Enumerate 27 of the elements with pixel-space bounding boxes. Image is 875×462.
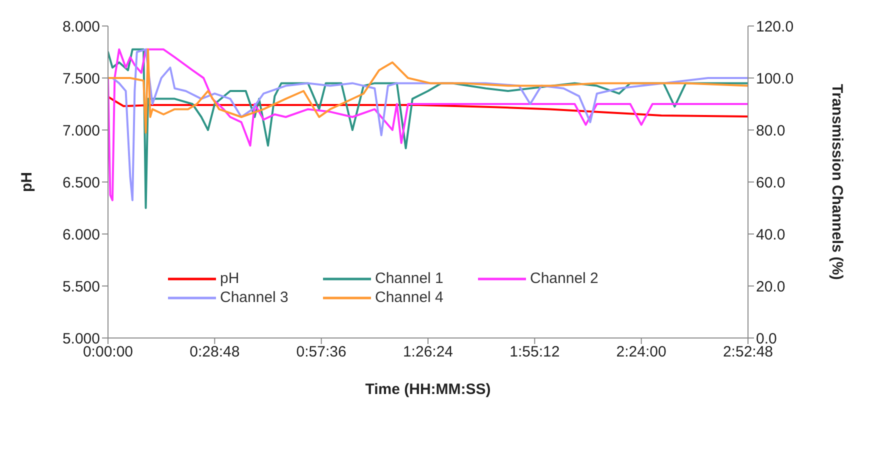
x-tick-label: 2:24:00 bbox=[616, 344, 666, 361]
y2-tick-label: 100.0 bbox=[756, 70, 794, 88]
y2-tick-label: 60.0 bbox=[756, 174, 786, 192]
y2-axis-title: Transmission Channels (%) bbox=[828, 84, 846, 280]
y-tick-label: 8.000 bbox=[62, 18, 100, 36]
x-tick-label: 0:57:36 bbox=[296, 344, 346, 361]
legend-label: Channel 2 bbox=[530, 270, 598, 287]
y2-tick-label: 80.0 bbox=[756, 122, 786, 140]
y2-tick-label: 40.0 bbox=[756, 226, 786, 244]
y-tick-label: 6.500 bbox=[62, 174, 100, 192]
x-axis-title: Time (HH:MM:SS) bbox=[365, 381, 491, 398]
x-tick-label: 1:55:12 bbox=[510, 344, 560, 361]
y2-tick-label: 120.0 bbox=[756, 18, 794, 36]
y-tick-label: 5.500 bbox=[62, 278, 100, 296]
line-series bbox=[108, 48, 748, 134]
legend-label: Channel 4 bbox=[375, 289, 444, 306]
y-tick-label: 6.000 bbox=[62, 226, 100, 244]
y2-tick-label: 20.0 bbox=[756, 278, 786, 296]
legend-label: pH bbox=[220, 270, 240, 287]
y-tick-label: 7.000 bbox=[62, 122, 100, 140]
legend-label: Channel 3 bbox=[220, 289, 288, 306]
line-series bbox=[108, 96, 748, 118]
y-axis-title: pH bbox=[18, 172, 36, 192]
x-tick-label: 0:28:48 bbox=[190, 344, 240, 361]
x-tick-label: 1:26:24 bbox=[402, 344, 454, 361]
y-tick-label: 7.500 bbox=[62, 70, 100, 88]
legend-label: Channel 1 bbox=[375, 270, 444, 287]
